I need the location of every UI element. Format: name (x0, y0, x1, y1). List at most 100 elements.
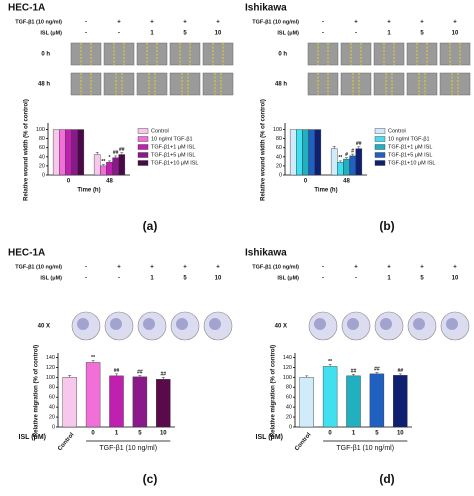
row-cell: - (322, 276, 324, 282)
x-tick-label: 48 (106, 179, 113, 185)
legend-swatch (137, 136, 149, 142)
image-row-label: 48 h (275, 82, 287, 88)
significance: ** (338, 155, 342, 161)
bar (112, 157, 119, 176)
row-cell: 5 (420, 31, 424, 37)
y-tick-label: 60 (49, 395, 55, 401)
x-tick-label: 10 (160, 431, 167, 437)
x-tick-label: 0 (91, 431, 95, 437)
micrograph (202, 72, 234, 96)
significance: # (345, 152, 348, 158)
y-tick-label: 40 (276, 154, 282, 160)
micrograph (136, 72, 168, 96)
bar (355, 148, 363, 176)
significance: ## (161, 372, 167, 378)
legend-label: TGF-β1+5 μM ISL (151, 152, 195, 158)
row-cell: + (387, 265, 391, 271)
row-cell: 5 (420, 276, 424, 282)
legend-label: 10 ng/ml TGF-β1 (151, 136, 193, 142)
row-cell: + (183, 265, 187, 271)
bar (289, 129, 297, 176)
y-tick-label: 100 (283, 375, 292, 381)
bar (132, 376, 148, 428)
legend-swatch (137, 128, 149, 134)
row-cell: + (420, 20, 424, 26)
y-tick-label: 80 (39, 136, 45, 142)
colony-stain (314, 318, 326, 330)
legend-label: TGF-β1+10 μM ISL (388, 160, 435, 166)
micrograph (406, 42, 438, 66)
axis-prefix: ISL (μM) (19, 434, 46, 441)
y-tick-label: 20 (49, 415, 55, 421)
micrograph (136, 42, 168, 66)
significance: ## (398, 368, 404, 374)
x-tick-label: 1 (352, 431, 356, 437)
x-tick-label: Control (57, 432, 76, 452)
y-tick-label: 0 (289, 424, 292, 430)
axis-prefix: ISL (μM) (256, 434, 283, 441)
row-cell: - (322, 20, 324, 26)
micrograph (406, 72, 438, 96)
bar (314, 129, 322, 176)
row-cell: + (453, 265, 457, 271)
x-tick-label: 0 (304, 179, 308, 185)
y-tick-label: 40 (49, 405, 55, 411)
legend-swatch (137, 144, 149, 150)
y-tick-label: 20 (276, 163, 282, 169)
significance: ## (137, 370, 143, 376)
y-tick-label: 0 (52, 424, 55, 430)
bar (93, 154, 101, 176)
y-tick-label: 20 (39, 163, 45, 169)
colony-stain (446, 318, 458, 330)
legend-label: Control (151, 128, 169, 134)
row-cell: + (216, 265, 220, 271)
colony-stain (176, 318, 188, 330)
row-cell: + (117, 265, 121, 271)
bar (59, 129, 66, 176)
x-tick-label: 48 (343, 179, 350, 185)
bar (85, 362, 101, 428)
x-axis-label: Time (h) (314, 188, 337, 194)
significance: ** (328, 359, 332, 365)
row-cell: 1 (387, 31, 391, 37)
row-cell: + (183, 20, 187, 26)
y-tick-label: 60 (276, 145, 282, 151)
panel-title: Ishikawa (245, 248, 287, 259)
panel-label: (d) (379, 472, 394, 486)
y-tick-label: 80 (49, 385, 55, 391)
x-tick-label: 1 (115, 431, 119, 437)
row-cell: - (355, 31, 357, 37)
row-cell: 10 (452, 276, 459, 282)
row-cell: 5 (183, 31, 187, 37)
bar (322, 366, 338, 428)
row-cell: - (322, 265, 324, 271)
bar (299, 377, 314, 428)
bar (106, 162, 113, 176)
row-label: TGF-β1 (10 ng/ml) (252, 264, 299, 270)
significance: ** (91, 355, 95, 361)
micrograph (340, 42, 372, 66)
legend-label: TGF-β1+1 μM ISL (151, 144, 195, 150)
panel-title: HEC-1A (8, 3, 45, 14)
panel-label: (a) (143, 219, 158, 233)
y-tick-label: 100 (46, 375, 55, 381)
x-axis-label: Time (h) (77, 188, 100, 194)
y-tick-label: 0 (279, 172, 282, 178)
significance: ## (356, 141, 362, 147)
row-cell: 10 (215, 31, 222, 37)
image-row-label: 48 h (38, 82, 50, 88)
micrograph (307, 42, 339, 66)
image-row-label: 0 h (278, 52, 287, 58)
row-label: TGF-β1 (10 ng/ml) (252, 19, 299, 25)
image-row-label: 40 X (275, 324, 287, 330)
colony-stain (209, 318, 221, 330)
x-tick-label: 5 (375, 431, 379, 437)
legend-swatch (374, 128, 386, 134)
colony-stain (347, 318, 359, 330)
bar (337, 162, 344, 176)
y-axis-label: Relative wound width (% of control) (261, 99, 267, 201)
colony-stain (380, 318, 392, 330)
row-label: TGF-β1 (10 ng/ml) (15, 19, 62, 25)
y-tick-label: 40 (39, 154, 45, 160)
bar (77, 129, 85, 176)
